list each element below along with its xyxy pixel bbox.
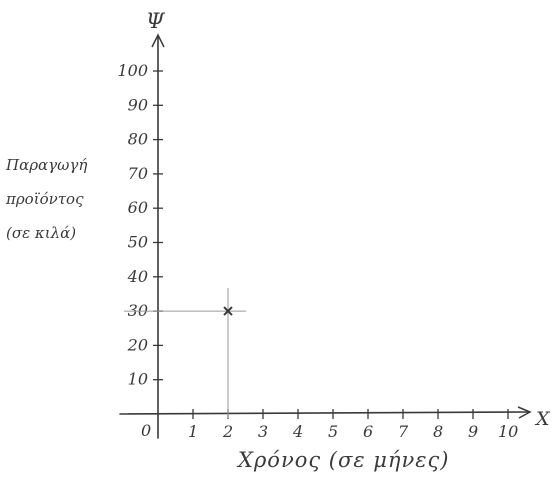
- x-axis-name: X: [534, 408, 551, 430]
- x-tick-label: 10: [498, 422, 518, 441]
- y-axis-arrow: [151, 33, 165, 48]
- y-tick-label: 50: [128, 233, 148, 252]
- x-axis-line: [119, 411, 529, 415]
- y-tick-label: 70: [128, 164, 148, 183]
- x-tick-label: 3: [258, 422, 268, 441]
- x-tick-label: 6: [363, 422, 373, 441]
- y-tick-label: 10: [128, 370, 148, 389]
- x-tick-label: 9: [468, 422, 478, 441]
- x-tick-label: 1: [188, 422, 198, 441]
- x-tick-label: 4: [292, 422, 303, 441]
- y-tick-label: 90: [128, 95, 148, 114]
- y-tick-label: 20: [127, 335, 148, 354]
- x-tick-label: 8: [433, 422, 443, 441]
- y-axis-label-line: (σε κιλά): [6, 224, 77, 242]
- y-axis-label: Παραγωγή προϊόντος (σε κιλά): [6, 148, 96, 250]
- y-tick-label: 40: [127, 267, 148, 286]
- x-tick-label: 5: [328, 422, 338, 441]
- y-tick-label: 60: [128, 198, 148, 217]
- origin-label: 0: [141, 421, 151, 440]
- y-tick-label: 100: [117, 61, 148, 80]
- x-tick-label: 2: [222, 422, 233, 441]
- y-axis-label-line: προϊόντος: [6, 190, 84, 208]
- x-tick-label: 7: [398, 422, 409, 441]
- y-tick-label: 80: [128, 130, 148, 149]
- y-axis-name: Ψ: [146, 9, 166, 33]
- y-axis-label-line: Παραγωγή: [6, 156, 88, 174]
- x-axis-label: Χρόνος (σε μήνες): [238, 448, 450, 472]
- data-point: [223, 306, 233, 316]
- x-axis-arrow: [517, 406, 532, 419]
